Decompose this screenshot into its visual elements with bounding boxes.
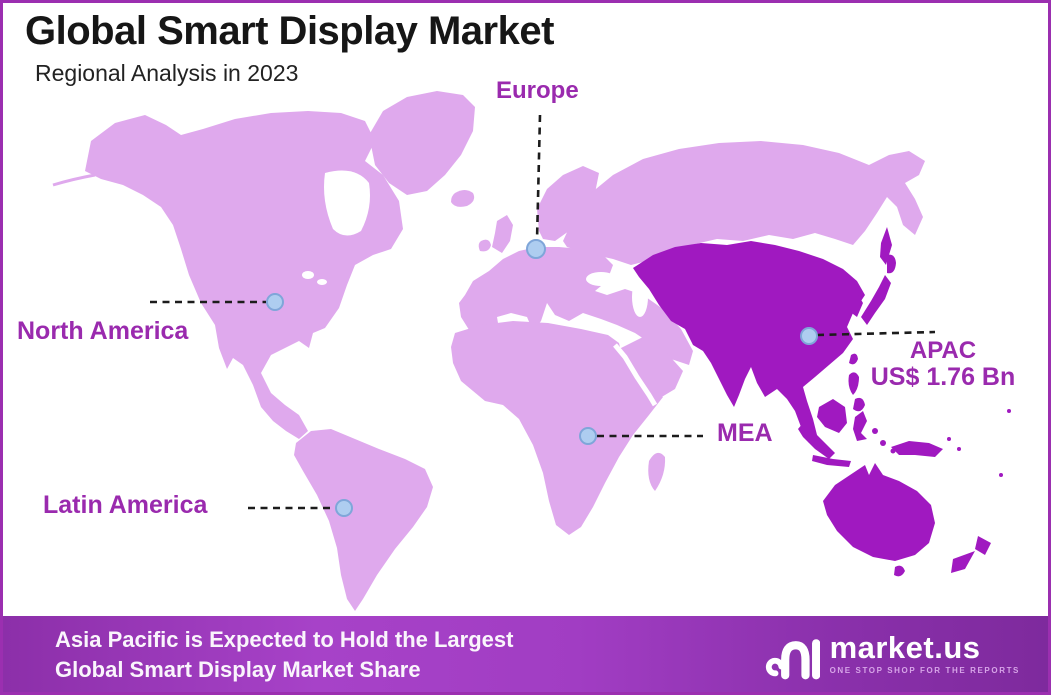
- market-us-logo-icon: [765, 639, 820, 680]
- marker-apac: [800, 327, 818, 345]
- map-highlight-regions: [633, 227, 1011, 577]
- pacific-island-4: [1007, 409, 1011, 413]
- region-greenland-shape: [369, 91, 475, 195]
- brand-text: market.us ONE STOP SHOP FOR THE REPORTS: [829, 629, 1020, 675]
- japan-hokkaido-shape: [887, 254, 896, 274]
- pacific-island-3: [999, 473, 1003, 477]
- markers: [266, 239, 818, 517]
- ireland-shape: [478, 239, 491, 252]
- great-lake-2: [317, 279, 327, 285]
- new-zealand-north-shape: [975, 536, 991, 555]
- borneo-shape: [817, 399, 847, 433]
- madagascar-shape: [648, 452, 666, 491]
- arctic-island-1: [299, 118, 319, 131]
- hudson-bay: [324, 170, 370, 236]
- japan-honshu-shape: [861, 275, 891, 325]
- marker-north-america: [266, 293, 284, 311]
- footer-headline-line1: Asia Pacific is Expected to Hold the Lar…: [55, 627, 514, 652]
- sea-cutouts: [302, 170, 658, 407]
- region-south-america-shape: [294, 429, 433, 611]
- aleutian-chain: [52, 173, 96, 187]
- leader-europe: [535, 114, 542, 242]
- page-subtitle: Regional Analysis in 2023: [35, 60, 299, 86]
- philippines-1: [848, 372, 859, 395]
- region-europe-shape: [459, 247, 693, 365]
- sakhalin-shape: [880, 227, 892, 265]
- footer-bar: Asia Pacific is Expected to Hold the Lar…: [3, 616, 1048, 692]
- label-mea: MEA: [717, 419, 773, 447]
- caspian-sea: [632, 277, 648, 317]
- brand-tagline: ONE STOP SHOP FOR THE REPORTS: [829, 665, 1020, 675]
- brand-name: market.us: [829, 629, 981, 665]
- pacific-island-2: [957, 447, 961, 451]
- label-europe: Europe: [496, 77, 579, 104]
- russia-shape: [563, 141, 925, 265]
- iceland-shape: [451, 190, 475, 207]
- footer-headline-line2: Global Smart Display Market Share: [55, 657, 421, 682]
- label-apac: APAC: [909, 337, 977, 364]
- region-north-america-shape: [85, 111, 403, 439]
- new-guinea-shape: [891, 441, 943, 457]
- brand-lockup: market.us ONE STOP SHOP FOR THE REPORTS: [762, 624, 1020, 682]
- moluccas-1: [872, 428, 878, 434]
- region-australia-shape: [823, 463, 935, 561]
- marker-mea: [579, 427, 597, 445]
- new-zealand-south-shape: [951, 551, 975, 573]
- philippines-2: [853, 397, 865, 412]
- java-shape: [812, 455, 851, 467]
- marker-latin-america: [335, 499, 353, 517]
- label-latin-america: Latin America: [43, 491, 208, 519]
- marker-europe: [526, 239, 546, 259]
- page-title: Global Smart Display Market: [25, 9, 554, 53]
- arabia-shape: [619, 337, 683, 401]
- sulawesi-shape: [853, 411, 867, 441]
- map-light-regions: [52, 91, 925, 611]
- great-lake-1: [302, 271, 314, 279]
- label-north-america: North America: [17, 317, 189, 345]
- label-apac-block: APAC US$ 1.76 Bn: [861, 338, 1025, 391]
- black-sea: [586, 272, 616, 286]
- leader-lines: [150, 114, 936, 510]
- korea-shape: [849, 293, 863, 317]
- world-map: [52, 91, 1011, 611]
- tasmania-shape: [894, 565, 905, 577]
- moluccas-2: [880, 440, 886, 446]
- label-apac-value: US$ 1.76 Bn: [870, 363, 1016, 391]
- uk-shape: [492, 215, 513, 253]
- region-africa-shape: [451, 321, 663, 535]
- region-apac-asia-shape: [633, 241, 865, 443]
- scandinavia-shape: [537, 166, 599, 241]
- arctic-island-2: [333, 126, 351, 138]
- red-sea: [613, 343, 658, 407]
- footer-headline: Asia Pacific is Expected to Hold the Lar…: [55, 625, 513, 685]
- taiwan-shape: [849, 353, 858, 365]
- pacific-island-1: [947, 437, 951, 441]
- sumatra-shape: [798, 423, 835, 459]
